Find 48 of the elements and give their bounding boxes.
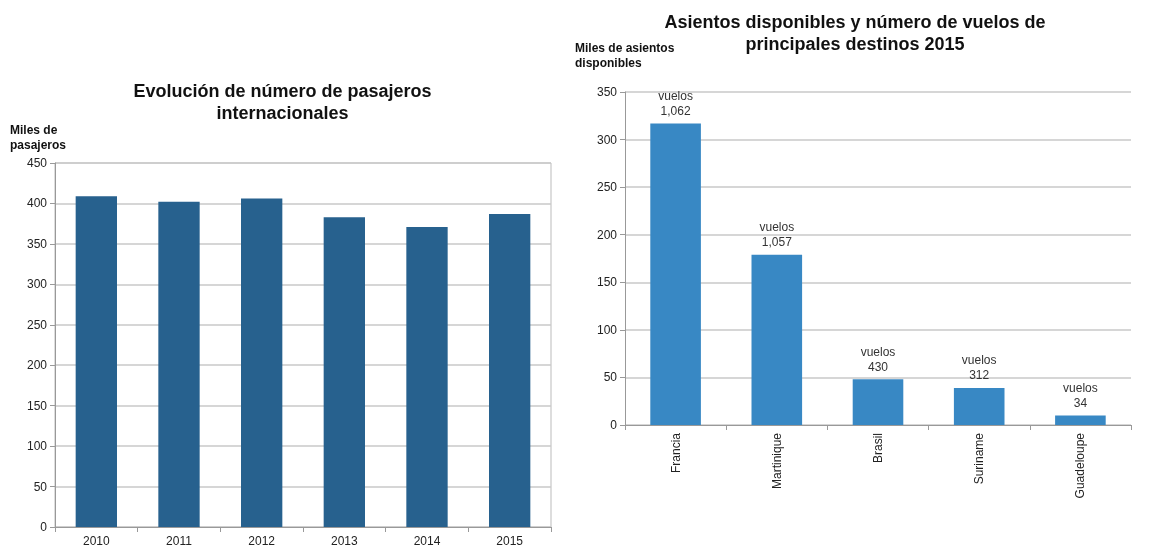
bar <box>852 379 904 425</box>
x-tick-label: Brasil <box>871 433 885 464</box>
bar <box>1055 415 1106 425</box>
y-tick-label: 350 <box>596 85 618 99</box>
y-tick-label: 150 <box>596 275 618 290</box>
y-tick-label: 300 <box>596 132 618 147</box>
x-tick-label: 2013 <box>330 534 358 548</box>
y-axis-title: Miles de asientos disponibles <box>575 40 675 70</box>
x-tick-label: 2011 <box>166 534 193 548</box>
x-tick-label: 2015 <box>496 534 524 548</box>
x-tick-label: Guadeloupe <box>1073 432 1088 499</box>
x-tick-label: 2010 <box>82 534 110 548</box>
x-tick-label: 2012 <box>248 534 276 548</box>
bar <box>489 213 531 527</box>
y-tick-label: 50 <box>603 370 618 385</box>
y-tick-label: 0 <box>40 520 48 534</box>
y-tick-label: 250 <box>26 317 48 332</box>
y-tick-label: 0 <box>610 418 618 432</box>
data-label: vuelos 312 <box>961 353 997 383</box>
chart-title: Evolución de número de pasajeros internacionales <box>133 81 432 123</box>
y-tick-label: 350 <box>26 236 48 251</box>
y-tick-label: 250 <box>596 180 618 195</box>
bar <box>751 254 803 425</box>
y-tick-label: 100 <box>26 439 48 454</box>
y-tick-label: 200 <box>596 227 618 242</box>
data-label: vuelos 1,062 <box>658 88 693 118</box>
bar <box>241 198 283 527</box>
y-tick-label: 200 <box>26 358 48 373</box>
y-tick-label: 300 <box>26 277 48 292</box>
bar <box>75 196 117 527</box>
data-label: vuelos 430 <box>860 344 896 374</box>
data-label: vuelos 1,057 <box>759 220 795 250</box>
x-tick-label: Martinique <box>769 432 784 490</box>
data-label: vuelos 34 <box>1063 380 1098 410</box>
bar <box>323 217 365 527</box>
y-axis-title: Miles de pasajeros <box>10 122 67 152</box>
bar <box>406 226 448 527</box>
y-tick-label: 50 <box>33 479 48 494</box>
y-tick-label: 150 <box>26 398 48 413</box>
x-tick-label: Francia <box>668 432 683 474</box>
bar <box>158 201 200 527</box>
y-tick-label: 450 <box>26 156 48 170</box>
x-tick-label: 2014 <box>413 534 441 548</box>
bar <box>953 387 1005 425</box>
y-tick-label: 100 <box>596 322 618 337</box>
y-tick-label: 400 <box>26 196 48 211</box>
x-tick-label: Suriname <box>972 432 987 485</box>
bar <box>650 123 701 425</box>
